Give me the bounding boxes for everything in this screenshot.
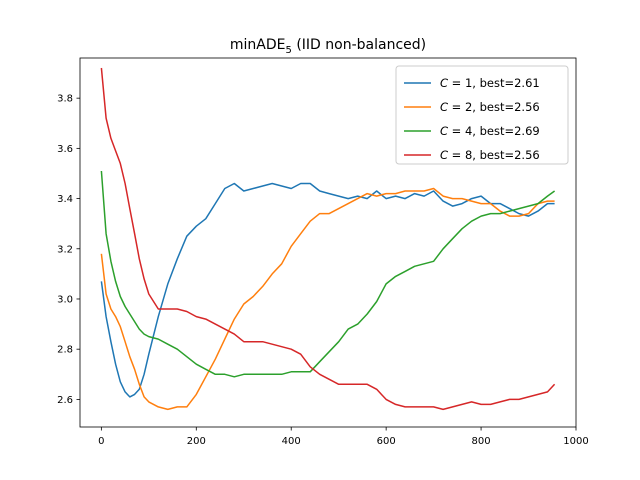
x-tick-label: 600	[377, 436, 396, 447]
chart-title-suffix: (IID non-balanced)	[292, 37, 426, 53]
series-layer	[100, 67, 556, 411]
y-tick-label: 2.8	[57, 345, 73, 356]
legend-text: = 8, best=2.56	[448, 148, 540, 162]
x-tick-label: 1000	[563, 436, 588, 447]
y-tick-label: 3.8	[57, 94, 73, 105]
legend-label-4: C = 8, best=2.56	[440, 148, 540, 162]
y-tick-label: 3.6	[57, 144, 73, 155]
legend-variable: C	[440, 124, 448, 138]
y-tick-label: 2.6	[57, 395, 73, 406]
legend: C = 1, best=2.61C = 2, best=2.56C = 4, b…	[395, 65, 569, 165]
y-tick-label: 3.2	[57, 244, 73, 255]
y-tick-label: 3.4	[57, 194, 73, 205]
x-tick-label: 0	[98, 436, 104, 447]
series-line-4	[100, 67, 556, 411]
legend-label-3: C = 4, best=2.69	[440, 124, 540, 138]
x-tick-label: 800	[472, 436, 491, 447]
legend-box	[395, 65, 569, 165]
y-tick-label: 3.0	[57, 294, 73, 305]
legend-text: = 1, best=2.61	[448, 76, 540, 90]
axes-layer: 0 200 400 600 800 1000 2.6 2.8 3.0 3.2 3.4 3.6 3.8	[57, 57, 589, 447]
series-line-3	[100, 170, 556, 378]
legend-variable: C	[440, 148, 448, 162]
legend-variable: C	[440, 76, 448, 90]
series-line-1	[100, 182, 555, 398]
legend-text: = 2, best=2.56	[448, 100, 540, 114]
x-tick-label: 400	[282, 436, 301, 447]
legend-label-1: C = 1, best=2.61	[440, 76, 540, 90]
plot-frame	[79, 57, 577, 428]
chart-title-subscript: 5	[286, 45, 292, 56]
series-line-2	[100, 187, 555, 411]
chart-title: minADE5 (IID non-balanced)	[230, 37, 426, 56]
legend-text: = 4, best=2.69	[448, 124, 540, 138]
x-tick-label: 200	[187, 436, 206, 447]
legend-label-2: C = 2, best=2.56	[440, 100, 540, 114]
legend-variable: C	[440, 100, 448, 114]
